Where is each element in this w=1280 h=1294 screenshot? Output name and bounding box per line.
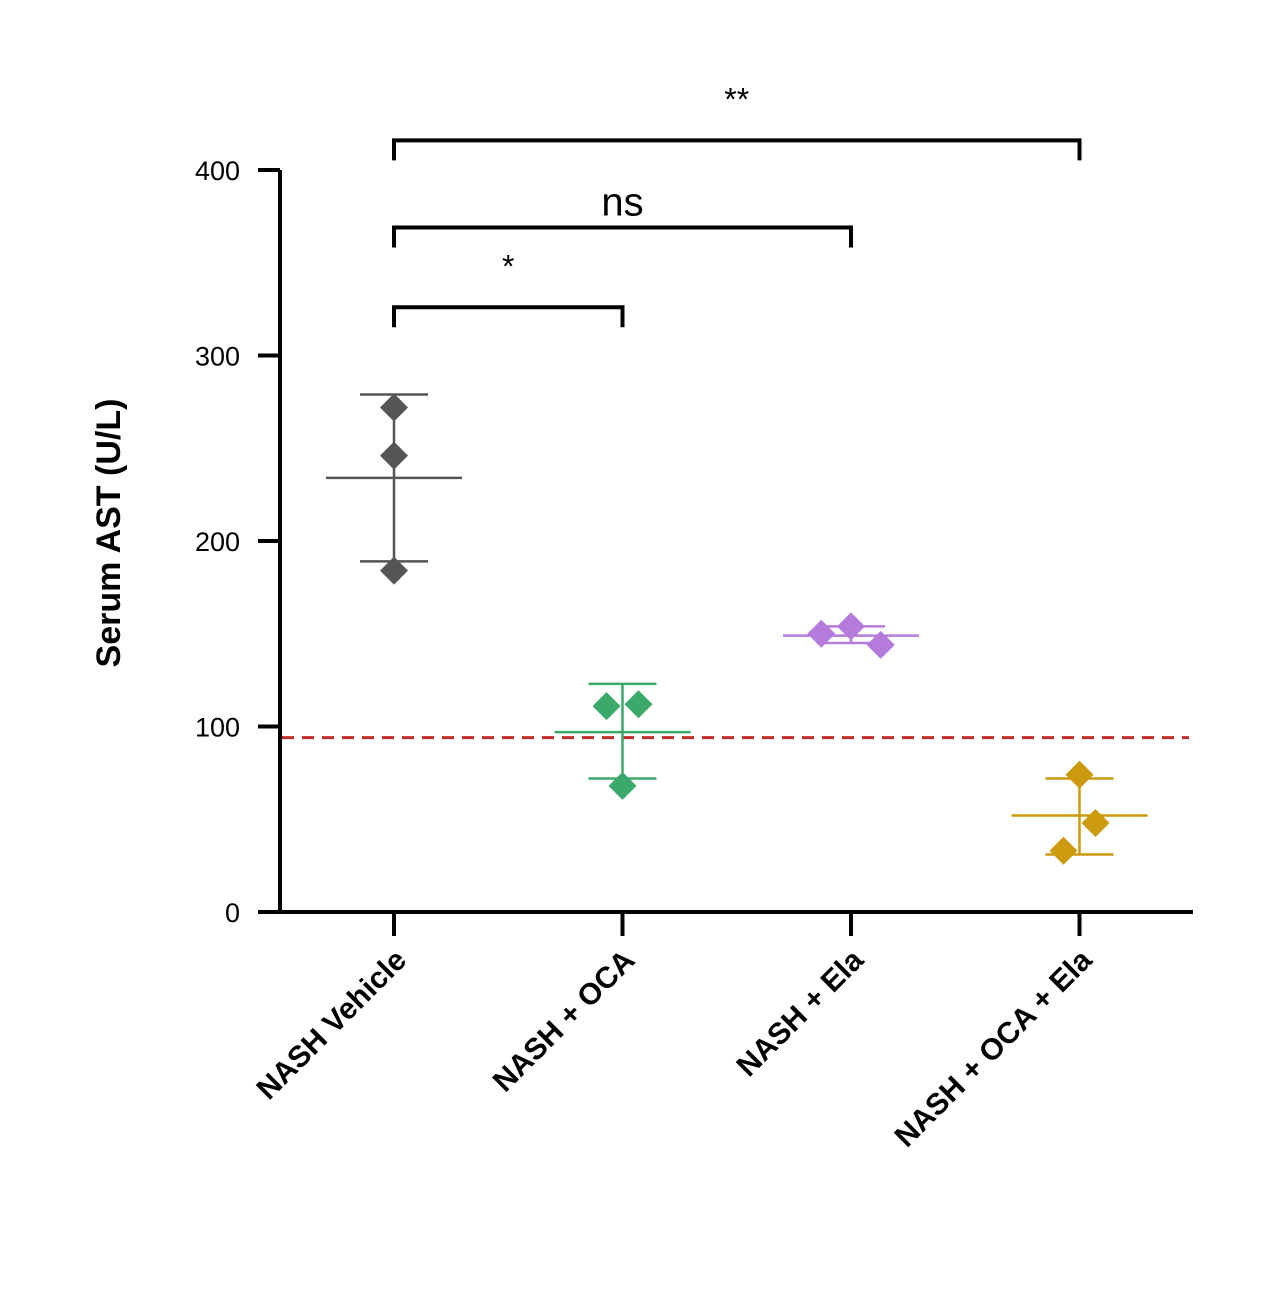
data-point bbox=[1065, 760, 1094, 789]
series-group bbox=[326, 393, 462, 585]
data-point bbox=[608, 771, 637, 800]
data-marks bbox=[326, 393, 1148, 865]
x-tick-label: NASH + Ela bbox=[730, 943, 870, 1083]
data-point bbox=[380, 556, 408, 585]
significance-bracket bbox=[392, 305, 625, 328]
significance-label: ** bbox=[724, 81, 749, 117]
x-tick-label: NASH + OCA + Ela bbox=[888, 943, 1098, 1153]
y-tick-label: 200 bbox=[195, 527, 240, 557]
series-group bbox=[1011, 760, 1148, 865]
data-point bbox=[807, 619, 836, 648]
y-tick-label: 100 bbox=[195, 713, 240, 743]
data-point bbox=[1049, 836, 1078, 865]
significance-brackets: * ns ** bbox=[392, 81, 1082, 328]
axes: 0 100 200 300 400 NASH Vehicle NASH + OCA NASH … bbox=[195, 156, 1193, 1154]
data-point bbox=[837, 612, 865, 641]
x-tick-label: NASH Vehicle bbox=[250, 944, 412, 1106]
significance-bracket bbox=[392, 138, 1082, 161]
x-tick-label: NASH + OCA bbox=[487, 944, 642, 1099]
data-point bbox=[624, 690, 653, 719]
significance-bracket bbox=[392, 225, 853, 248]
significance-label: ns bbox=[601, 181, 643, 225]
significance-label: * bbox=[502, 248, 514, 284]
series-group bbox=[554, 682, 691, 800]
y-tick-label: 400 bbox=[195, 156, 240, 186]
y-axis-label: Serum AST (U/L) bbox=[90, 399, 128, 668]
data-point bbox=[592, 692, 621, 721]
data-point bbox=[380, 393, 408, 422]
data-point bbox=[380, 441, 408, 470]
y-tick-label: 300 bbox=[195, 342, 240, 372]
data-point bbox=[1081, 808, 1110, 837]
series-group bbox=[783, 612, 919, 659]
y-tick-label: 0 bbox=[225, 898, 240, 928]
data-point bbox=[866, 630, 895, 659]
